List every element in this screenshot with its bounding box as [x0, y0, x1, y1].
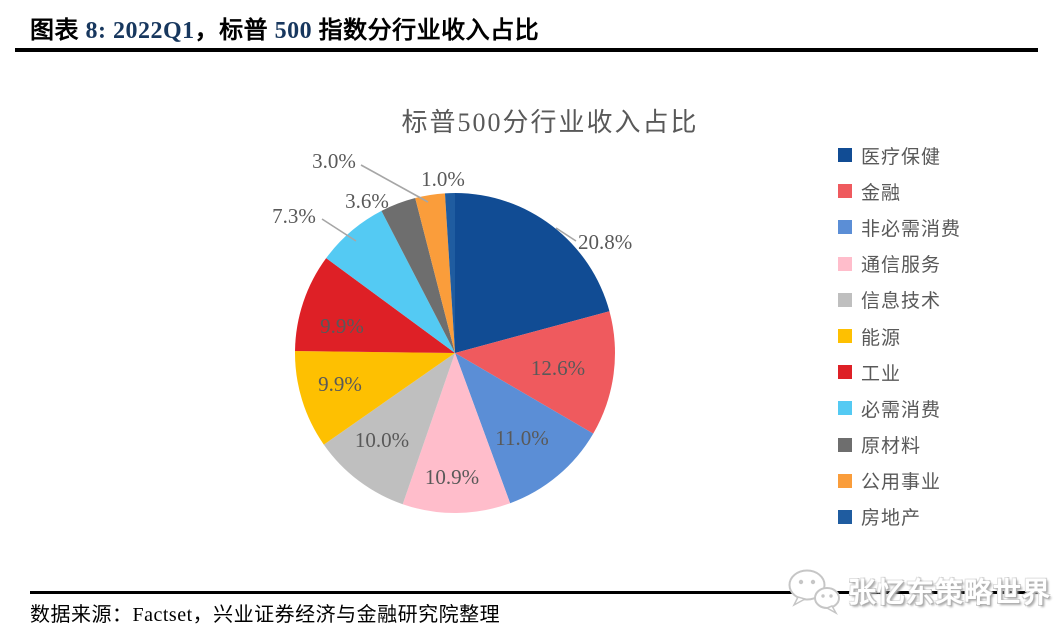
legend-item-utilities: 公用事业: [838, 463, 961, 499]
legend-item-information-technology: 信息技术: [838, 282, 961, 318]
title-segment: 指数分行业收入占比: [312, 18, 540, 44]
legend-swatch-icon: [838, 184, 852, 199]
watermark: 张忆东策略世界: [786, 562, 1051, 620]
pie-label-energy: 9.9%: [318, 372, 362, 396]
pie-slice-industrials: [295, 258, 455, 353]
legend-swatch-icon: [838, 473, 852, 488]
legend-item-consumer-staples: 必需消费: [838, 390, 961, 426]
pie-slice-healthcare: [455, 193, 610, 353]
pie-slice-financials: [455, 311, 615, 434]
pie-slice-utilities: [415, 193, 455, 353]
watermark-text: 张忆东策略世界: [848, 578, 1052, 609]
legend-swatch-icon: [838, 365, 852, 380]
pie-label-financials: 12.6%: [531, 356, 585, 380]
legend-swatch-icon: [838, 148, 852, 163]
pie-label-communication-services: 10.9%: [425, 465, 479, 489]
legend-item-communication-services: 通信服务: [838, 246, 961, 282]
title-segment: 500: [274, 18, 313, 44]
pie-slice-energy: [294, 350, 455, 445]
legend-label: 金融: [861, 182, 902, 204]
pie-label-leader-utilities: [360, 164, 429, 203]
title-segment: ，标普: [194, 18, 275, 44]
legend-label: 原材料: [861, 436, 922, 458]
page-title: 图表 8: 2022Q1，标普 500 指数分行业收入占比: [30, 10, 1030, 45]
pie-label-healthcare: 20.8%: [578, 230, 632, 254]
pie-label-materials: 3.6%: [345, 189, 389, 213]
legend-swatch-icon: [838, 329, 852, 344]
legend-swatch-icon: [838, 292, 852, 307]
legend: 医疗保健金融非必需消费通信服务信息技术能源工业必需消费原材料公用事业房地产: [838, 137, 961, 535]
legend-label: 工业: [861, 363, 902, 385]
legend-item-consumer-discretionary: 非必需消费: [838, 209, 961, 245]
legend-swatch-icon: [838, 401, 852, 416]
title-segment: 2022Q1: [113, 18, 195, 44]
legend-swatch-icon: [838, 437, 852, 452]
pie-slice-consumer-discretionary: [455, 353, 594, 504]
pie-label-leader-healthcare: [555, 227, 577, 242]
legend-swatch-icon: [838, 256, 852, 271]
legend-swatch-icon: [838, 509, 852, 524]
legend-label: 信息技术: [861, 291, 942, 313]
legend-item-materials: 原材料: [838, 427, 961, 463]
pie-label-consumer-discretionary: 11.0%: [495, 426, 548, 450]
legend-item-real-estate: 房地产: [838, 499, 961, 535]
pie-label-industrials: 9.9%: [320, 314, 364, 338]
legend-label: 公用事业: [861, 472, 942, 494]
title-segment: 图表: [30, 18, 86, 44]
footer-divider: [30, 591, 1038, 594]
header-divider: [15, 48, 1038, 52]
legend-label: 必需消费: [861, 399, 942, 421]
legend-item-energy: 能源: [838, 318, 961, 354]
pie-label-utilities: 3.0%: [312, 149, 356, 173]
source-text: 数据来源：Factset，兴业证券经济与金融研究院整理: [30, 604, 501, 626]
pie-slice-consumer-staples: [326, 210, 455, 353]
pie-slice-real-estate: [444, 193, 455, 353]
legend-label: 非必需消费: [861, 218, 962, 240]
pie-slice-information-technology: [323, 353, 455, 505]
chart-title: 标普500分行业收入占比: [401, 108, 699, 137]
pie-slice-materials: [381, 198, 455, 353]
legend-label: 通信服务: [861, 255, 942, 277]
pie-label-leader-consumer-staples: [321, 218, 357, 242]
legend-item-industrials: 工业: [838, 354, 961, 390]
legend-item-healthcare: 医疗保健: [838, 137, 961, 173]
wechat-icon: [788, 569, 840, 615]
legend-item-financials: 金融: [838, 173, 961, 209]
pie-slice-communication-services: [402, 353, 511, 514]
pie-label-real-estate: 1.0%: [421, 167, 465, 191]
legend-label: 能源: [861, 327, 902, 349]
legend-label: 房地产: [861, 508, 922, 530]
title-segment: 8:: [85, 18, 107, 44]
legend-label: 医疗保健: [861, 146, 942, 168]
legend-swatch-icon: [838, 220, 852, 235]
pie-label-consumer-staples: 7.3%: [272, 204, 316, 228]
pie-label-information-technology: 10.0%: [355, 428, 409, 452]
